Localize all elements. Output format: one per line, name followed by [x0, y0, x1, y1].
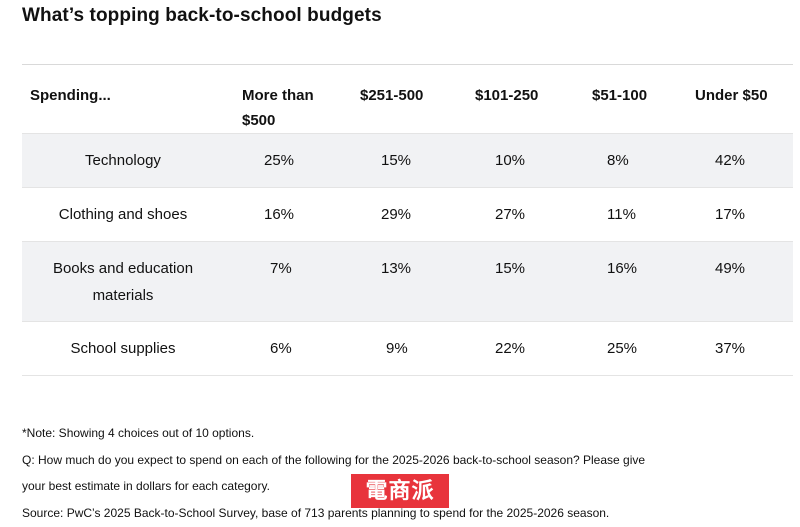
- header-spending: Spending...: [30, 87, 111, 104]
- table-cell: 7%: [224, 241, 342, 322]
- page-title: What’s topping back-to-school budgets: [22, 5, 382, 26]
- note-text: *Note: Showing 4 choices out of 10 optio…: [22, 426, 255, 440]
- question-text-line-1: Q: How much do you expect to spend on ea…: [22, 452, 646, 467]
- notes-section: *Note: Showing 4 choices out of 10 optio…: [22, 420, 645, 526]
- table-cell: 16%: [224, 187, 342, 242]
- table-cell: 17%: [674, 187, 793, 242]
- table-cell: 25%: [224, 133, 342, 188]
- table-cell: 37%: [674, 321, 793, 376]
- table-cell: 15%: [342, 133, 455, 188]
- header-251-500: $251-500: [360, 87, 424, 104]
- row-category: School supplies: [22, 321, 224, 376]
- table-cell: 11%: [570, 187, 674, 242]
- table-cell: 25%: [570, 321, 674, 376]
- source-text: Source: PwC’s 2025 Back-to-School Survey…: [22, 505, 610, 520]
- budget-table: Spending... More than $500 $251-500 $101…: [22, 65, 793, 376]
- header-more-than-500: More than $500: [224, 65, 342, 134]
- table-top-rule: [22, 64, 793, 65]
- table-cell: 27%: [455, 187, 570, 242]
- table-cell: 13%: [342, 241, 455, 322]
- table-cell: 10%: [455, 133, 570, 188]
- row-category: Technology: [22, 133, 224, 188]
- header-under-50: Under $50: [695, 87, 768, 104]
- table-cell: 29%: [342, 187, 455, 242]
- watermark-logo: 電商派: [351, 474, 449, 508]
- header-51-100: $51-100: [592, 87, 648, 104]
- question-text-line-2: your best estimate in dollars for each c…: [22, 479, 270, 493]
- row-category-label: Books and education materials: [52, 260, 194, 304]
- header-more-than-500-label: More than $500: [242, 87, 314, 129]
- table-cell: 42%: [674, 133, 793, 188]
- table-cell: 22%: [455, 321, 570, 376]
- row-category: Books and education materials: [22, 241, 224, 322]
- table-cell: 15%: [455, 241, 570, 322]
- table-cell: 6%: [224, 321, 342, 376]
- table-row: Books and education materials 7% 13% 15%…: [22, 241, 793, 322]
- table-row: Technology 25% 15% 10% 8% 42%: [22, 133, 793, 188]
- table-header-row: Spending... More than $500 $251-500 $101…: [22, 65, 793, 134]
- table-row: Clothing and shoes 16% 29% 27% 11% 17%: [22, 187, 793, 242]
- table-cell: 16%: [570, 241, 674, 322]
- row-category: Clothing and shoes: [22, 187, 224, 242]
- table-cell: 9%: [342, 321, 455, 376]
- table-row: School supplies 6% 9% 22% 25% 37%: [22, 321, 793, 376]
- table-cell: 49%: [674, 241, 793, 322]
- header-101-250: $101-250: [475, 87, 539, 104]
- table-cell: 8%: [570, 133, 674, 188]
